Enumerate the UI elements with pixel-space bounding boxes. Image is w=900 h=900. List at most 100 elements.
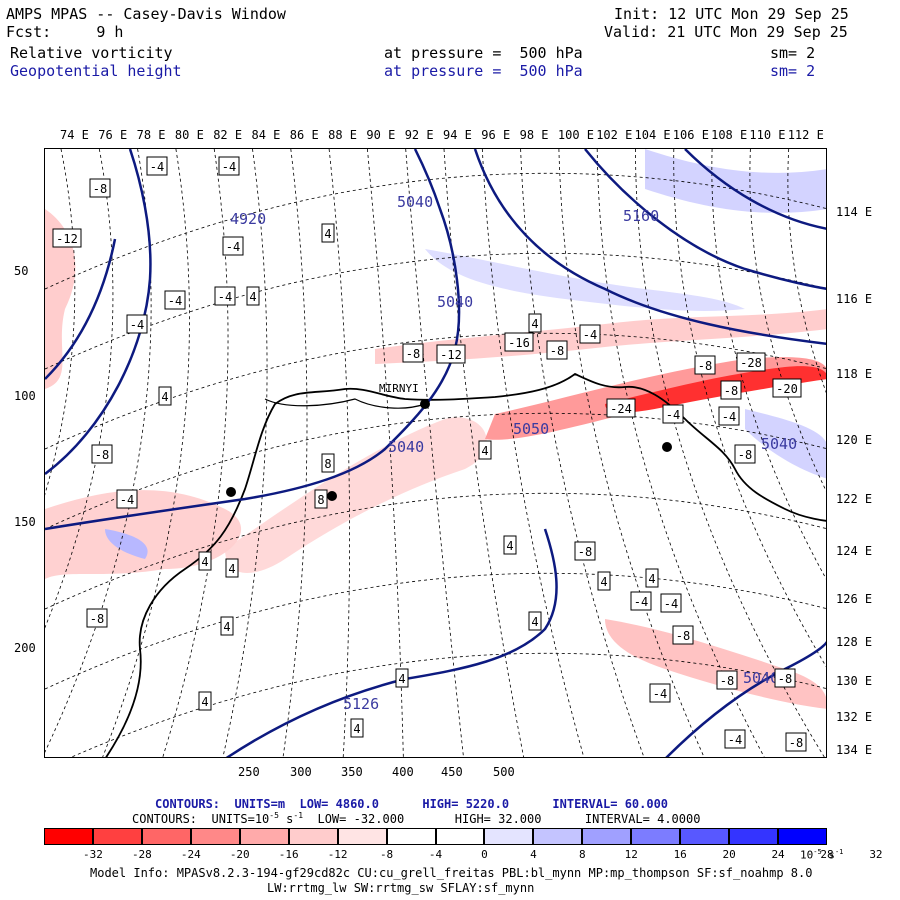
- bottom-tick-label: 250: [238, 765, 260, 779]
- height-contour-label: 5040: [388, 438, 424, 456]
- meridian-line: [787, 149, 826, 394]
- field2-smoothing: sm= 2: [770, 62, 816, 80]
- vorticity-contour-label: 4: [478, 440, 492, 460]
- right-longitude-label: 124 E: [836, 544, 873, 558]
- height-contour-5040b: [665, 640, 826, 757]
- vorticity-contour-label: 4: [528, 611, 542, 631]
- meridian-line: [282, 149, 308, 757]
- vorticity-label-box: [645, 568, 659, 588]
- height-contour-low: 4860.0: [335, 797, 379, 811]
- meridian-line: [102, 149, 190, 757]
- vorticity-contour-label: -8: [720, 380, 742, 400]
- vorticity-contour-label: -8: [694, 355, 716, 375]
- colorbar-cell: [337, 828, 387, 845]
- top-longitude-label: 80 E: [174, 128, 204, 142]
- vorticity-label-text: -8: [578, 545, 592, 559]
- vorticity-label-box: [630, 591, 652, 611]
- colorbar-cell: [582, 828, 632, 845]
- vorticity-contour-label: -4: [146, 156, 168, 176]
- colorbar-label: 0: [481, 848, 488, 861]
- vorticity-contour-units: CONTOURS: UNITS=10: [132, 812, 270, 826]
- left-tick-label: 50: [14, 264, 29, 278]
- vorticity-label-box: [126, 314, 148, 334]
- station-marker-4: [662, 442, 672, 452]
- vorticity-label-text: 8: [317, 493, 324, 507]
- vorticity-label-box: [579, 324, 601, 344]
- vorticity-contour-label: -8: [402, 343, 424, 363]
- vorticity-contour-label: 4: [220, 616, 234, 636]
- vorticity-label-box: [158, 386, 172, 406]
- colorbar-cell: [631, 828, 681, 845]
- vorticity-band-sw: [45, 490, 242, 579]
- vorticity-label-text: 4: [531, 317, 538, 331]
- vorticity-contour-label: 4: [198, 691, 212, 711]
- height-contour-labels: 4920 5040 5160 5040 5050 5040 5126 5040 5040: [230, 193, 797, 713]
- bottom-tick-label: 400: [392, 765, 414, 779]
- vorticity-label-text: -8: [93, 182, 107, 196]
- colorbar-cell: [288, 828, 338, 845]
- vorticity-contour-label: 4: [350, 718, 364, 738]
- vorticity-label-text: 4: [600, 575, 607, 589]
- vorticity-label-text: 4: [161, 390, 168, 404]
- vorticity-label-text: 4: [249, 290, 256, 304]
- vorticity-label-box: [597, 571, 611, 591]
- vorticity-contour-label: 4: [597, 571, 611, 591]
- vorticity-label-box: [350, 718, 364, 738]
- colorbar-unit-exp2: -1: [834, 848, 844, 856]
- vorticity-units-exponent2: -1: [293, 811, 304, 820]
- top-longitude-label: 102 E: [596, 128, 633, 142]
- vorticity-contour-label: -8: [546, 340, 568, 360]
- vorticity-contour-label: -28: [736, 352, 766, 372]
- station-marker-3: [327, 491, 337, 501]
- top-longitude-label: 78 E: [136, 128, 166, 142]
- field1-smoothing: sm= 2: [770, 44, 816, 62]
- bottom-tick-label: 350: [341, 765, 363, 779]
- vorticity-label-box: [716, 670, 738, 690]
- top-longitude-label: 92 E: [404, 128, 434, 142]
- top-longitude-label: 84 E: [251, 128, 281, 142]
- vorticity-label-box: [321, 453, 335, 473]
- vorticity-label-text: 8: [324, 457, 331, 471]
- vorticity-contour-label: -20: [772, 378, 802, 398]
- vorticity-label-box: [718, 406, 740, 426]
- colorbar-cell: [386, 828, 436, 845]
- vorticity-label-text: 4: [353, 722, 360, 736]
- vorticity-contour-label: 4: [198, 551, 212, 571]
- colorbar-unit-base: 10: [800, 848, 814, 862]
- vorticity-positive-east: [745, 409, 826, 479]
- vorticity-label-box: [198, 691, 212, 711]
- vorticity-contour-label: -4: [214, 286, 236, 306]
- vorticity-label-box: [321, 223, 335, 243]
- colorbar-label: 12: [624, 848, 638, 861]
- height-contour-label: 4920: [230, 210, 266, 228]
- vorticity-contour-label: 4: [503, 535, 517, 555]
- colorbar-cell: [729, 828, 779, 845]
- right-longitude-label: 134 E: [836, 743, 873, 757]
- parallel-line: [45, 332, 826, 450]
- vorticity-label-box: [772, 378, 802, 398]
- vorticity-label-text: -8: [90, 612, 104, 626]
- left-tick-label: 150: [14, 515, 36, 529]
- vorticity-contour-label: -4: [218, 156, 240, 176]
- vorticity-positive-sw: [105, 529, 148, 559]
- height-contour-label: 5040: [437, 293, 473, 311]
- colorbar-cell: [484, 828, 534, 845]
- colorbar-label: -20: [229, 848, 250, 861]
- colorbar-cell: [190, 828, 240, 845]
- vorticity-contour-label: 4: [528, 313, 542, 333]
- colorbar-cell: [92, 828, 142, 845]
- colorbar-label: -28: [131, 848, 152, 861]
- colorbar-cell: [141, 828, 191, 845]
- vorticity-contour-label: -8: [672, 625, 694, 645]
- vorticity-contour-label: 4: [225, 558, 239, 578]
- vorticity-label-box: [402, 343, 424, 363]
- vorticity-label-box: [724, 729, 746, 749]
- vorticity-contour-low-label: LOW=: [303, 812, 347, 826]
- vorticity-label-box: [672, 625, 694, 645]
- parallel-line: [45, 412, 826, 530]
- vorticity-label-text: -20: [776, 382, 798, 396]
- meridian-line: [45, 149, 114, 629]
- vorticity-label-box: [503, 535, 517, 555]
- vorticity-label-box: [314, 489, 328, 509]
- meridian-line: [749, 149, 826, 492]
